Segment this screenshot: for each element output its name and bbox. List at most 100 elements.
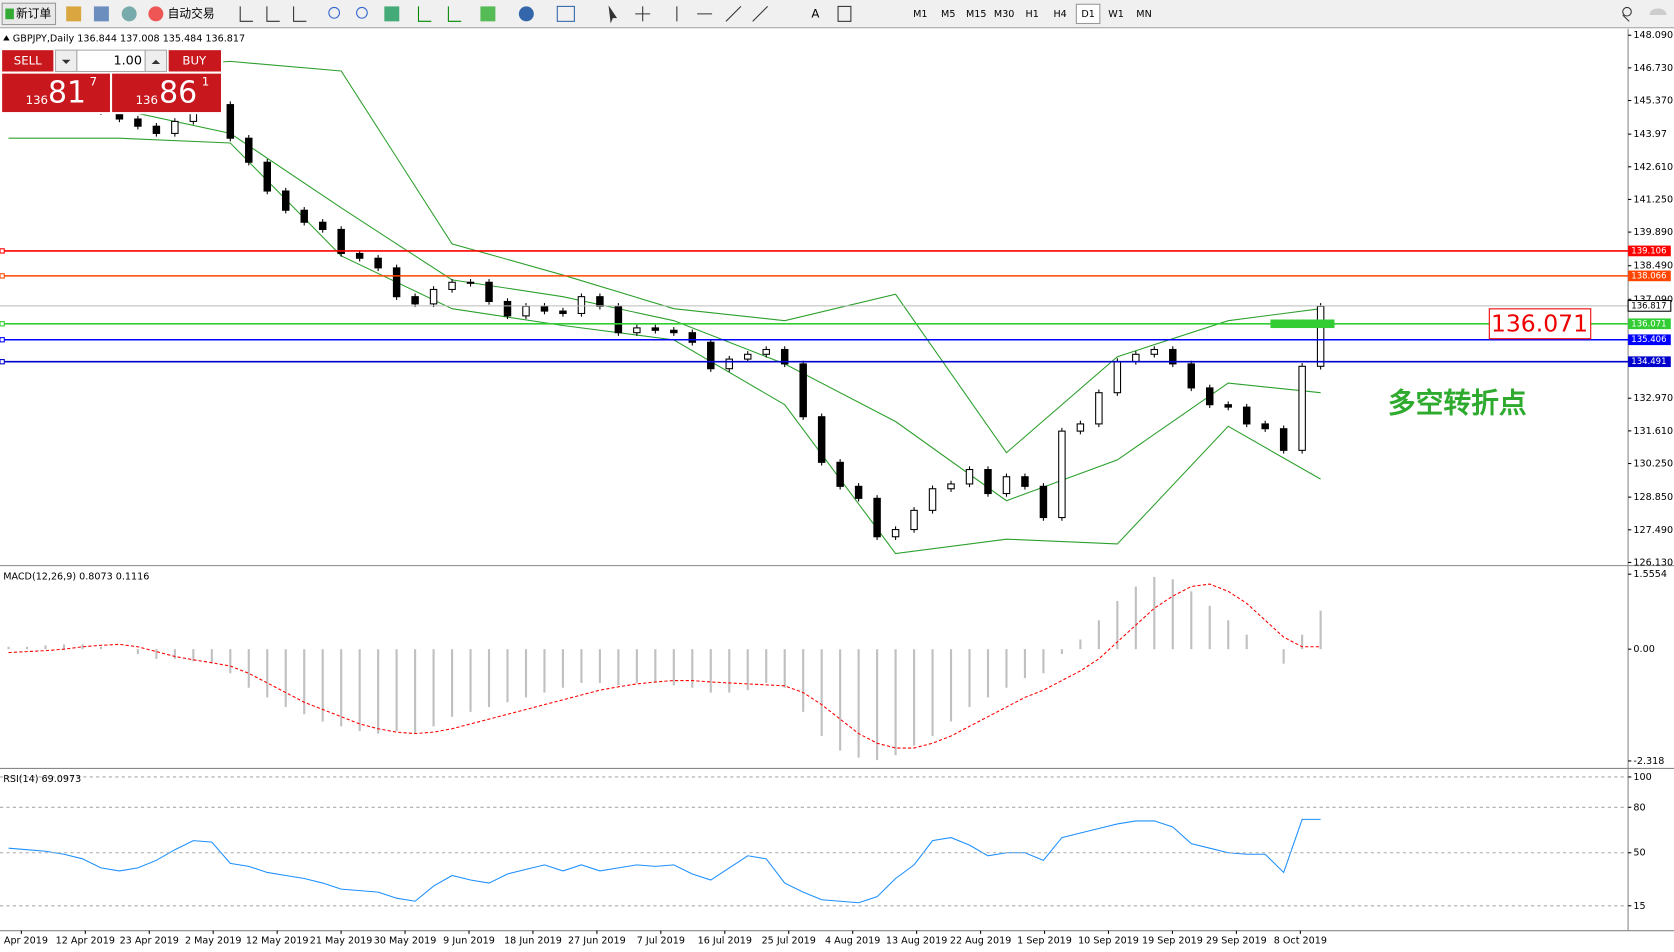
candle [318,221,327,230]
y-tick-label: 137.090 [1633,294,1673,305]
timeframe-button[interactable]: H1 [1025,9,1038,20]
timeframe-button[interactable]: H4 [1053,9,1066,20]
candle [984,469,992,495]
y-tick-label: 132.970 [1633,393,1673,404]
tile-icon[interactable] [384,6,400,22]
collapse-arrow[interactable] [3,35,10,41]
level-marker [0,248,5,254]
timeframe-button[interactable]: M5 [941,9,955,20]
chart-type-icons[interactable] [239,6,307,22]
text-tool[interactable]: A [811,6,819,20]
x-tick-label: 12 May 2019 [246,935,309,946]
candle [836,461,844,487]
y-tick-label: 146.730 [1633,63,1673,74]
search-icon-ring[interactable] [1622,6,1632,17]
zoom-out[interactable] [356,6,368,19]
candle [171,120,179,134]
candle [1298,365,1306,451]
x-tick-label: 8 Oct 2019 [1274,935,1327,946]
y-tick-label: 142.610 [1633,162,1673,173]
x-tick-label: 19 Sep 2019 [1142,935,1203,946]
x-tick-label: 1 Sep 2019 [1017,935,1072,946]
toolbar-bg [0,0,1674,28]
level-label: 136.071 [1631,319,1666,329]
candle [429,288,438,305]
periods-icon[interactable] [518,6,534,22]
candle [503,300,512,317]
pivot-callout: 136.071 [1491,309,1588,337]
buy-button[interactable] [168,50,221,72]
level-tag [1628,356,1671,368]
candle [1206,387,1214,406]
candle [1021,476,1029,487]
scroll-icons[interactable] [417,6,462,22]
candle [282,190,290,211]
drawing-tools[interactable] [635,6,768,22]
candle [670,329,678,334]
indicator-title: MACD(12,26,9) 0.8073 0.1116 [3,571,149,582]
candle [152,125,161,134]
candle [614,305,623,334]
candle [466,281,475,284]
timeframe-button[interactable]: M30 [994,9,1015,20]
auto-trading-icon[interactable] [148,6,164,22]
candle [947,483,955,490]
candle [651,327,660,331]
candle [411,296,419,305]
y-tick-label: 126.130 [1633,557,1673,568]
volume-value[interactable]: 1.00 [113,53,142,68]
candle [300,209,308,223]
candle [725,358,733,370]
annotation: 多空转折点 [1388,386,1527,419]
candle [780,348,789,365]
level-marker [0,359,5,365]
search-icon[interactable] [1622,14,1630,22]
y-tick-label: 145.370 [1633,96,1673,107]
cursor-icon[interactable] [608,5,618,24]
y-tick-label: 1.5554 [1633,569,1667,580]
timeframe-button[interactable]: MN [1136,9,1151,20]
icon[interactable] [93,6,109,22]
bid-small: 7 [90,75,97,89]
candle [540,305,549,312]
candle [1224,404,1232,408]
candle [1132,353,1140,363]
candle [485,281,493,303]
y-tick-label: 0.00 [1633,644,1654,655]
ask-box[interactable] [112,73,221,113]
auto-trading-label[interactable]: 自动交易 [168,6,215,20]
x-tick-label: 23 Apr 2019 [120,935,179,946]
new-order-button[interactable] [1,2,57,26]
y-tick-label: 80 [1633,802,1645,813]
chat-icon[interactable] [1649,8,1667,15]
candle [1095,392,1103,425]
chart-area [0,28,1629,904]
timeframe-button[interactable]: D1 [1081,9,1095,20]
x-tick-label: 30 May 2019 [374,935,437,946]
indicators-icon[interactable] [480,6,496,22]
timeframe-button[interactable]: W1 [1108,9,1124,20]
zoom-in[interactable] [328,6,341,19]
new-order-label: 新订单 [16,6,51,20]
level-marker [0,321,5,327]
y-tick-label: 100 [1633,772,1651,783]
sell-button[interactable] [2,50,54,72]
candle [817,416,826,463]
candle [448,281,456,291]
templates-icon[interactable] [556,5,575,22]
timeframe-button[interactable]: M15 [966,9,987,20]
candle [633,327,641,334]
label-tool[interactable] [837,5,852,22]
x-tick-label: 13 Aug 2019 [886,935,947,946]
level-tag [1628,334,1671,346]
icon[interactable] [121,6,137,22]
level-marker [0,337,5,343]
bid-box[interactable] [2,73,110,113]
x-tick-label: 12 Apr 2019 [56,935,115,946]
icon[interactable] [66,6,82,22]
timeframe-button[interactable]: M1 [913,9,927,20]
candle [522,305,530,317]
sell-label[interactable]: SELL [14,53,42,67]
y-tick-label: 139.890 [1633,227,1673,238]
buy-label[interactable]: BUY [182,53,207,67]
